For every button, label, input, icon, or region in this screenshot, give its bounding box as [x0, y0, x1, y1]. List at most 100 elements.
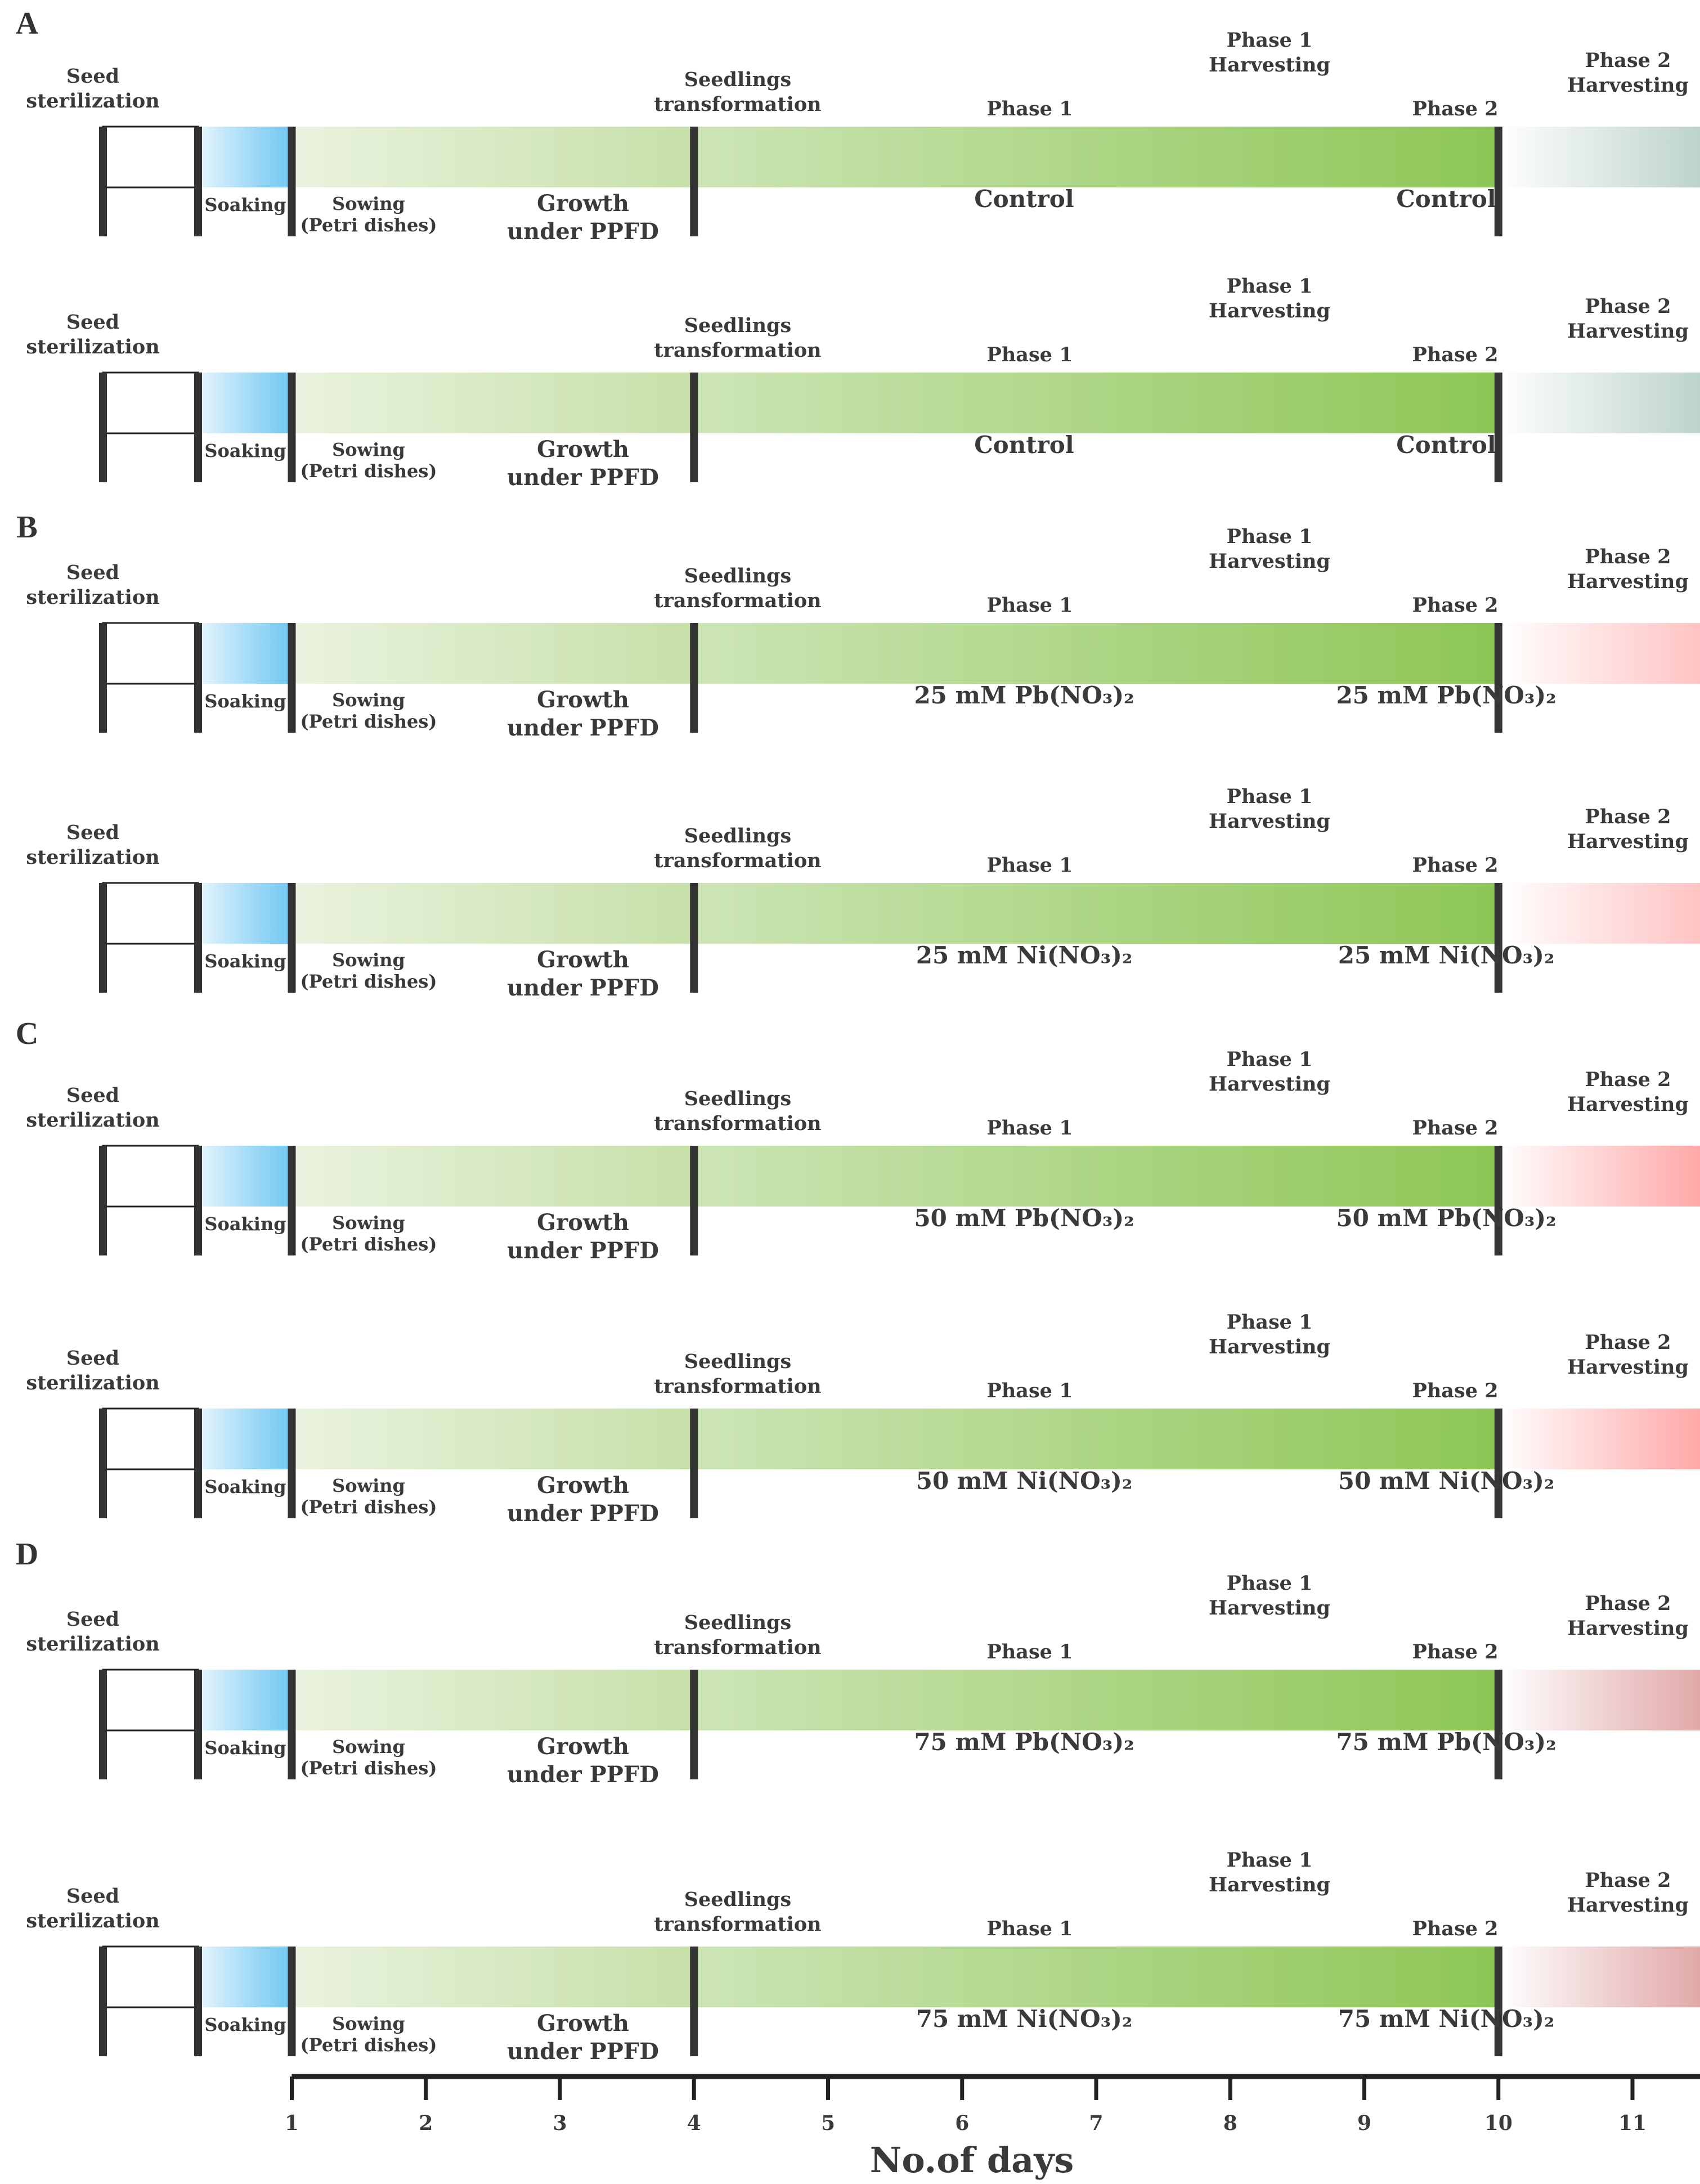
seedlings-transformation-label: Seedlings — [684, 1888, 792, 1911]
seed-sterilization-label: Seed — [66, 65, 119, 88]
seed-sterilization-label: Seed — [66, 561, 119, 584]
soaking-label: Soaking — [204, 2014, 286, 2035]
growth-bar — [694, 373, 1499, 433]
stage-divider — [288, 1670, 296, 1779]
sowing-label: Sowing — [332, 2013, 405, 2034]
section-c: CSeedsterilizationSeedlingstransformatio… — [16, 1016, 1700, 1527]
sowing-label: Sowing — [332, 949, 405, 971]
sowing-label: Sowing — [332, 1212, 405, 1234]
stage-divider — [99, 127, 107, 236]
seed-sterilization-box — [102, 1407, 199, 1470]
phase2-label: Phase 2 — [1412, 854, 1499, 877]
stage-divider — [1494, 1670, 1502, 1779]
sowing-bar — [291, 883, 694, 944]
day-tick-label: 4 — [687, 2111, 701, 2135]
day-tick-label: 6 — [955, 2111, 969, 2135]
sowing-label: (Petri dishes) — [300, 711, 437, 732]
phase1-treatment-label: 50 mM Ni(NO₃)₂ — [916, 1467, 1132, 1495]
phase1-harvesting-label: Phase 1 — [1227, 29, 1313, 52]
phase1-harvesting-label: Harvesting — [1209, 299, 1330, 322]
sowing-label: (Petri dishes) — [300, 1234, 437, 1255]
day-axis: 1234567891011121314151617181920212223242… — [285, 2074, 1700, 2181]
soaking-label: Soaking — [204, 1737, 286, 1759]
section-letter: A — [16, 6, 39, 41]
soaking-label: Soaking — [204, 1213, 286, 1235]
phase1-harvesting-label: Harvesting — [1209, 1873, 1330, 1896]
seedlings-transformation-label: Seedlings — [684, 314, 792, 337]
soaking-bar — [198, 1146, 292, 1207]
section-letter: C — [16, 1016, 38, 1051]
stage-divider — [194, 1947, 202, 2056]
seed-sterilization-box — [102, 371, 199, 434]
stage-divider — [1494, 1409, 1502, 1518]
sowing-bar — [291, 1409, 694, 1469]
phase2-harvesting-label: Harvesting — [1567, 1894, 1689, 1917]
section-b: BSeedsterilizationSeedlingstransformatio… — [16, 510, 1700, 1001]
stage-divider — [99, 1409, 107, 1518]
phase1-treatment-label: 50 mM Pb(NO₃)₂ — [914, 1204, 1134, 1232]
growth-label: under PPFD — [507, 1500, 659, 1527]
stage-divider — [288, 623, 296, 733]
stage-divider — [690, 1947, 698, 2056]
stage-divider — [288, 1409, 296, 1518]
phase2-harvesting-label: Phase 2 — [1585, 1331, 1671, 1354]
section-d: DSeedsterilizationSeedlingstransformatio… — [16, 1537, 1700, 2065]
stage-divider — [1494, 373, 1502, 482]
sowing-label: (Petri dishes) — [300, 214, 437, 236]
stage-divider — [99, 623, 107, 733]
growth-label: under PPFD — [507, 715, 659, 741]
stage-divider — [690, 883, 698, 993]
soaking-label: Soaking — [204, 440, 286, 461]
stage-divider — [690, 1146, 698, 1255]
soaking-bar — [198, 373, 292, 433]
stage-divider — [194, 1670, 202, 1779]
sowing-label: Sowing — [332, 1475, 405, 1496]
growth-bar — [694, 1947, 1499, 2007]
seed-sterilization-box — [102, 622, 199, 685]
stage-divider — [99, 1947, 107, 2056]
stage-divider — [1494, 883, 1502, 993]
seed-sterilization-label: Seed — [66, 821, 119, 844]
phase2-harvesting-label: Phase 2 — [1585, 1869, 1671, 1892]
phase2-treatment-label: 25 mM Pb(NO₃)₂ — [1336, 681, 1556, 709]
seed-sterilization-box — [102, 1945, 199, 2008]
phase2-harvesting-label: Phase 2 — [1585, 1068, 1671, 1091]
phase2-treatment-label: 75 mM Ni(NO₃)₂ — [1338, 2005, 1554, 2033]
phase1-label: Phase 1 — [987, 1379, 1073, 1402]
seed-sterilization-label: sterilization — [26, 1633, 159, 1656]
section-letter: D — [16, 1537, 38, 1572]
stage-divider — [288, 883, 296, 993]
growth-label: Growth — [537, 1209, 629, 1236]
sowing-bar — [291, 623, 694, 684]
sowing-label: Sowing — [332, 689, 405, 711]
soaking-bar — [198, 1947, 292, 2007]
transformation-bar — [1498, 1409, 1700, 1469]
phase1-label: Phase 1 — [987, 1116, 1073, 1140]
transformation-bar — [1498, 1670, 1700, 1730]
stage-divider — [690, 1409, 698, 1518]
seedlings-transformation-label: transformation — [654, 849, 821, 872]
seedlings-transformation-label: transformation — [654, 589, 821, 612]
phase1-harvesting-label: Harvesting — [1209, 810, 1330, 833]
sowing-bar — [291, 1670, 694, 1730]
phase1-treatment-label: Control — [974, 185, 1074, 213]
phase1-harvesting-label: Phase 1 — [1227, 1849, 1313, 1872]
seed-sterilization-box — [102, 125, 199, 189]
seed-sterilization-label: sterilization — [26, 335, 159, 358]
transformation-bar — [1498, 1947, 1700, 2007]
phase1-label: Phase 1 — [987, 1640, 1073, 1663]
phase2-harvesting-label: Harvesting — [1567, 1093, 1689, 1116]
seedlings-transformation-label: transformation — [654, 1913, 821, 1936]
phase2-treatment-label: 75 mM Pb(NO₃)₂ — [1336, 1728, 1556, 1756]
phase2-treatment-label: 50 mM Ni(NO₃)₂ — [1338, 1467, 1554, 1495]
stage-divider — [99, 1670, 107, 1779]
sowing-label: (Petri dishes) — [300, 971, 437, 992]
phase1-harvesting-label: Harvesting — [1209, 1335, 1330, 1358]
growth-label: under PPFD — [507, 1761, 659, 1788]
stage-divider — [194, 1146, 202, 1255]
